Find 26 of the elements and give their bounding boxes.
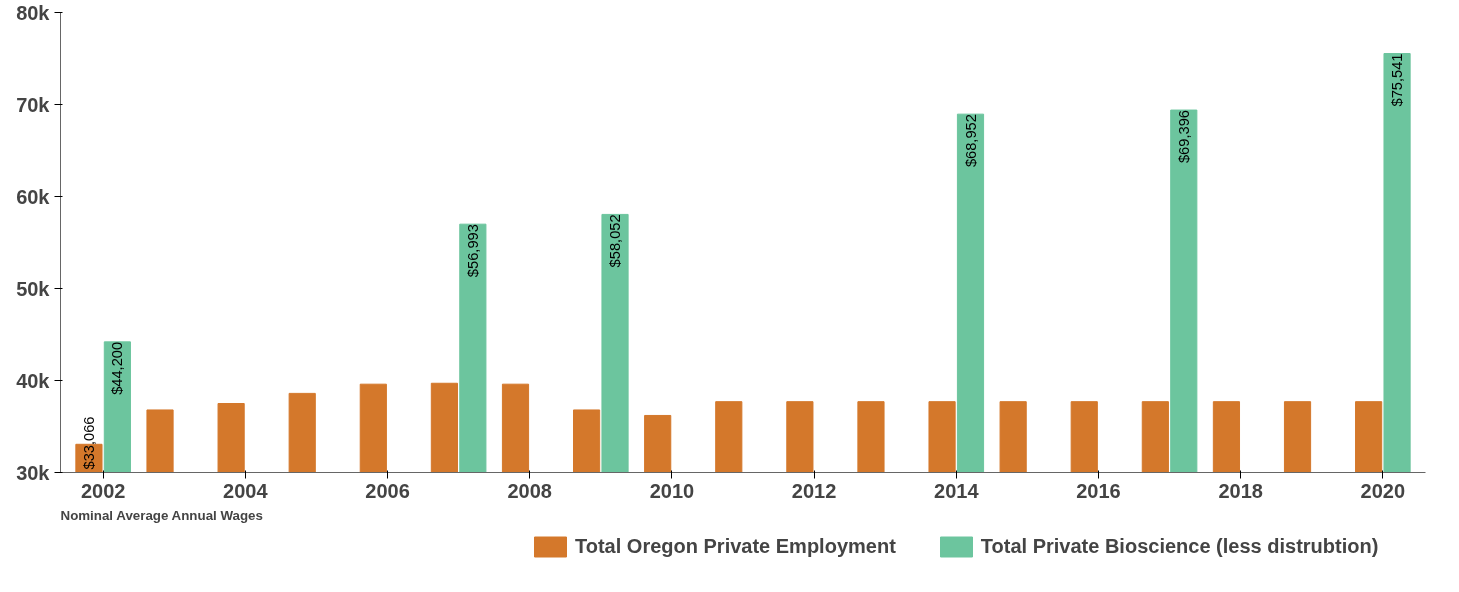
x-tick-label: 2012 bbox=[791, 479, 837, 502]
data-label: $75,541 bbox=[1389, 53, 1406, 107]
y-tick-label: 70k bbox=[16, 93, 51, 116]
data-label: $58,052 bbox=[607, 214, 624, 268]
x-tick-label: 2002 bbox=[80, 479, 126, 502]
text: Nominal Average Annual Wages bbox=[60, 507, 263, 523]
y-tick-label: 50k bbox=[16, 277, 51, 300]
x-tick-label: 2018 bbox=[1218, 479, 1263, 502]
legend-label: Total Oregon Private Employment bbox=[575, 535, 896, 558]
data-label: $33,066 bbox=[80, 416, 97, 470]
data-label: $68,952 bbox=[962, 114, 979, 168]
y-tick-label: 60k bbox=[16, 185, 51, 208]
y-tick-label: 40k bbox=[16, 369, 51, 392]
y-tick-label: 30k bbox=[16, 461, 51, 484]
x-tick-label: 2020 bbox=[1360, 479, 1406, 502]
x-tick-label: 2006 bbox=[365, 479, 410, 502]
x-tick-label: 2010 bbox=[649, 479, 695, 502]
data-label: $44,200 bbox=[109, 341, 126, 395]
x-tick-label: 2008 bbox=[507, 479, 552, 502]
data-label: $69,396 bbox=[1175, 110, 1192, 164]
legend-label: Total Private Bioscience (less distrubtion) bbox=[980, 535, 1379, 558]
y-tick-label: 80k bbox=[16, 1, 51, 24]
x-tick-label: 2016 bbox=[1076, 479, 1121, 502]
x-tick-label: 2004 bbox=[223, 479, 269, 502]
x-tick-label: 2014 bbox=[934, 479, 980, 502]
data-label: $56,993 bbox=[464, 224, 481, 278]
